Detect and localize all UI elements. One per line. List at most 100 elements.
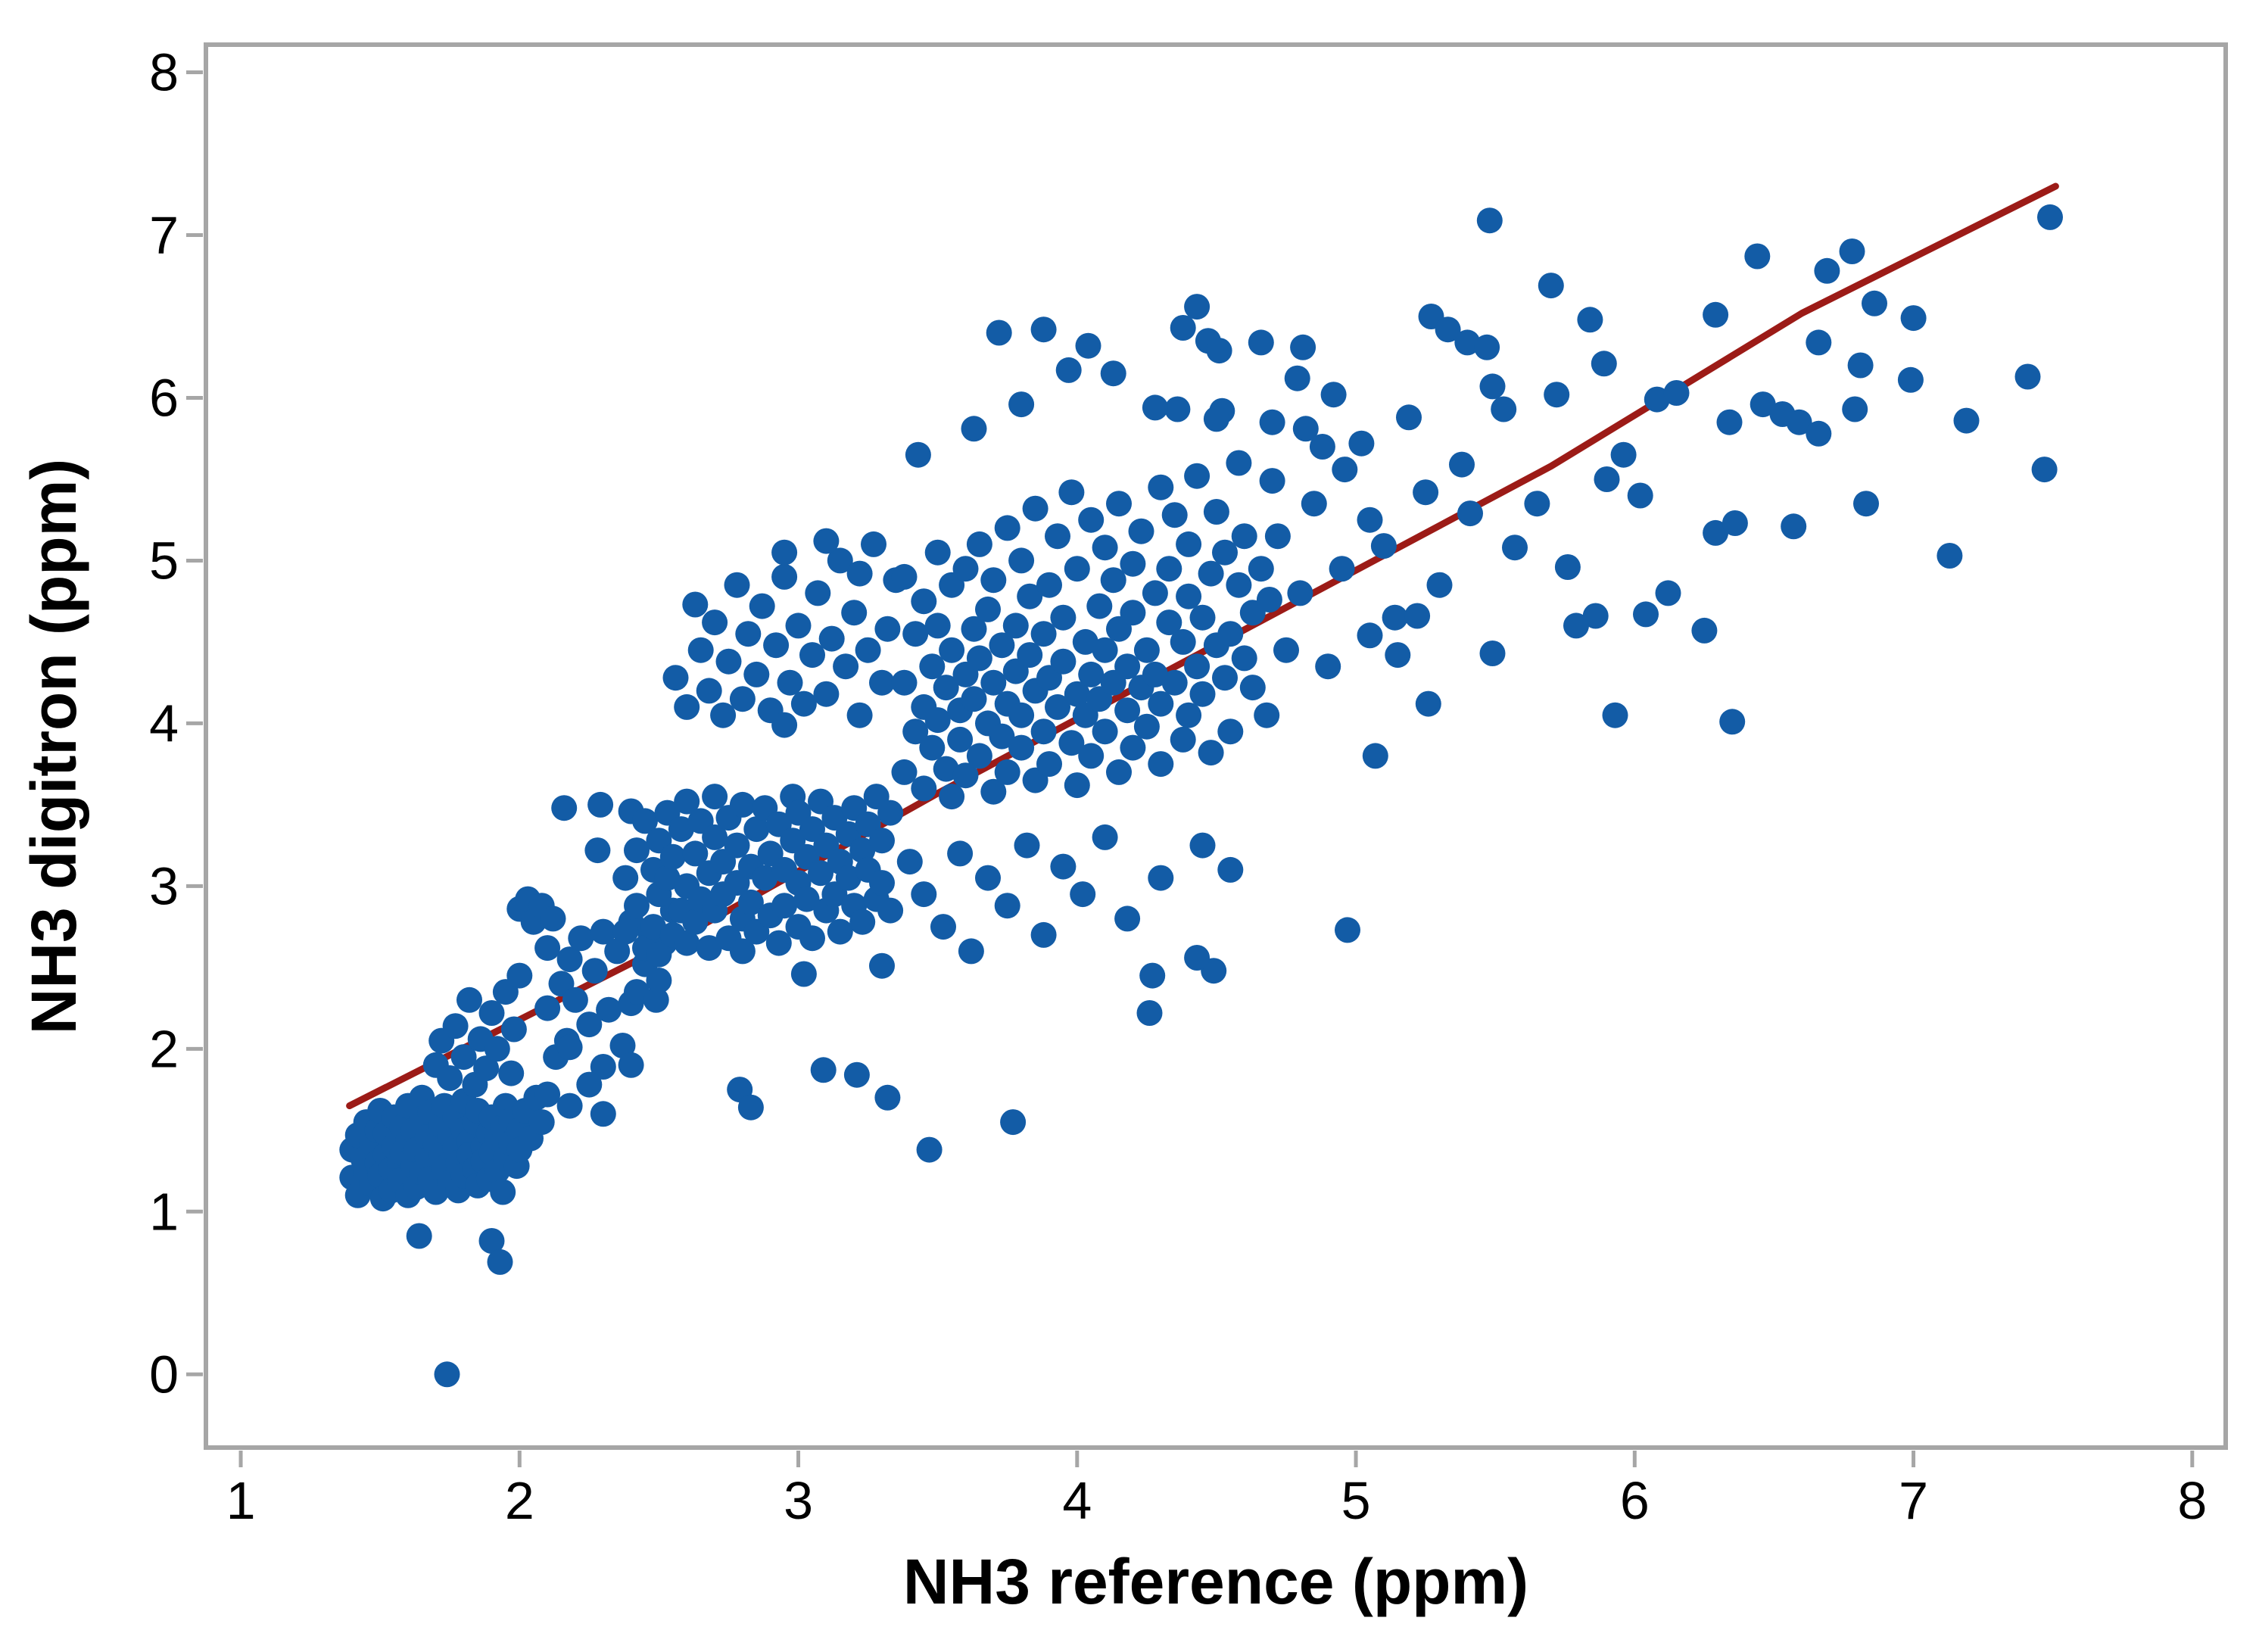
data-point <box>1610 441 1637 468</box>
data-point <box>624 979 650 1005</box>
data-point <box>902 718 929 745</box>
data-point <box>1953 407 1980 434</box>
data-point <box>612 865 639 891</box>
data-point <box>737 889 764 915</box>
data-point <box>1078 661 1105 687</box>
data-point <box>1176 583 1202 609</box>
data-point <box>473 1055 500 1082</box>
data-point <box>1502 535 1528 561</box>
data-point <box>1284 365 1310 391</box>
data-point <box>590 918 616 945</box>
data-point <box>1474 334 1500 360</box>
data-point <box>556 1034 583 1061</box>
data-point <box>1036 751 1062 778</box>
data-point <box>1030 921 1057 948</box>
data-point <box>1248 329 1274 356</box>
data-point <box>1058 730 1085 756</box>
data-point <box>933 756 959 782</box>
data-point <box>813 528 840 554</box>
data-point <box>813 681 840 707</box>
data-point <box>1170 628 1196 655</box>
data-point <box>478 1228 505 1254</box>
data-point <box>1133 713 1160 740</box>
x-tick-label: 5 <box>1341 1471 1371 1530</box>
data-point <box>994 515 1020 541</box>
data-point <box>1184 463 1211 489</box>
data-point <box>1435 316 1461 343</box>
data-point <box>743 816 770 843</box>
data-point <box>1591 351 1617 377</box>
data-point <box>724 832 750 859</box>
data-point <box>891 563 918 590</box>
data-point <box>724 572 750 598</box>
data-point <box>737 1094 764 1121</box>
data-point <box>849 837 876 864</box>
data-point <box>1050 604 1077 631</box>
data-point <box>1161 502 1188 528</box>
data-point <box>1161 669 1188 696</box>
data-point <box>1719 709 1746 735</box>
data-point <box>437 1065 463 1091</box>
data-point <box>456 987 482 1013</box>
data-point <box>1254 702 1280 728</box>
y-tick-label: 4 <box>149 694 179 753</box>
data-point <box>646 941 672 968</box>
data-point <box>989 632 1015 659</box>
data-point <box>434 1361 460 1388</box>
y-tick-label: 8 <box>149 43 179 102</box>
data-point <box>799 642 825 669</box>
data-point <box>1357 507 1383 533</box>
data-point <box>1156 609 1182 636</box>
data-point <box>643 987 669 1013</box>
data-point <box>624 837 650 864</box>
data-point <box>1120 550 1146 577</box>
data-point <box>1348 430 1375 457</box>
data-point <box>729 791 756 818</box>
data-point <box>1544 382 1570 408</box>
data-point <box>1404 603 1431 629</box>
data-point <box>1078 507 1105 533</box>
data-point <box>1900 305 1927 332</box>
data-point <box>659 843 686 870</box>
data-point <box>2014 363 2041 390</box>
data-point <box>849 909 876 935</box>
data-point <box>1120 600 1146 626</box>
data-point <box>808 860 833 887</box>
data-point <box>682 591 709 618</box>
data-point <box>1092 637 1118 663</box>
data-point <box>805 580 831 606</box>
data-point <box>584 837 611 864</box>
data-point <box>1839 238 1865 264</box>
data-point <box>478 1000 505 1026</box>
data-point <box>1602 702 1628 728</box>
data-point <box>919 653 946 680</box>
data-point <box>1078 743 1105 769</box>
data-point <box>1050 648 1077 675</box>
data-point <box>877 800 904 826</box>
y-axis-ticks: 0 1 2 3 4 5 6 7 8 <box>149 43 203 1404</box>
data-point <box>1184 945 1211 971</box>
data-point <box>1627 482 1653 509</box>
data-point <box>947 726 974 753</box>
x-tick-label: 6 <box>1620 1471 1650 1530</box>
data-point <box>743 661 770 687</box>
data-point <box>618 1052 644 1078</box>
data-point <box>846 702 873 728</box>
data-point <box>682 909 709 935</box>
data-point <box>952 762 979 789</box>
data-point <box>1017 583 1043 609</box>
x-tick-label: 1 <box>226 1471 256 1530</box>
data-point <box>576 1011 603 1038</box>
data-point <box>1750 391 1776 418</box>
data-point <box>1479 641 1506 666</box>
data-point <box>1806 420 1832 447</box>
data-point <box>790 961 817 987</box>
data-point <box>1703 301 1729 328</box>
y-tick-label: 3 <box>149 856 179 915</box>
data-point <box>687 637 714 663</box>
data-point <box>534 995 561 1021</box>
data-point <box>646 968 672 993</box>
data-point <box>1064 772 1090 799</box>
y-tick-label: 0 <box>149 1345 179 1404</box>
data-point <box>1142 580 1168 606</box>
